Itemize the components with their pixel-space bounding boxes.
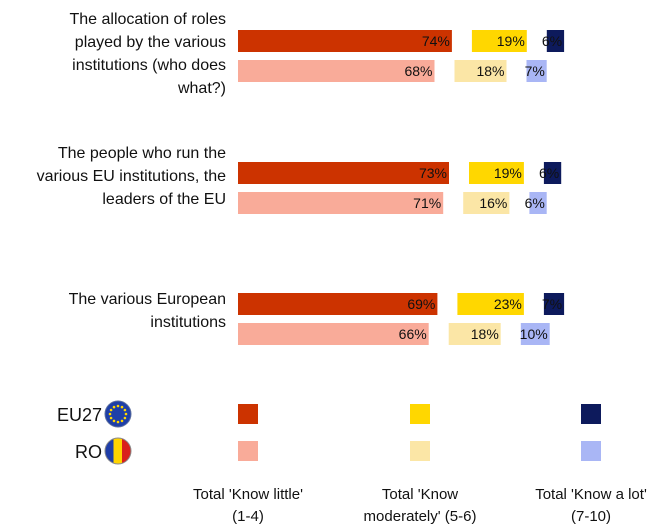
category-label: The allocation of roles played by the var… bbox=[69, 11, 226, 97]
bar-eu27-series-1 bbox=[238, 162, 449, 184]
bar-eu27-series-2 bbox=[469, 162, 524, 184]
legend-series-label: Total 'Know a lot' (7-10) bbox=[535, 486, 647, 525]
bar-eu27-series-3 bbox=[546, 30, 565, 52]
legend-series-label: Total 'Know little' (1-4) bbox=[193, 486, 303, 525]
eu-flag-icon bbox=[104, 400, 132, 428]
legend-swatch bbox=[238, 441, 258, 461]
bar-ro-series-3 bbox=[526, 60, 547, 82]
bar-eu27-series-3 bbox=[543, 293, 565, 315]
data-label: 19% bbox=[494, 165, 522, 181]
data-label: 7% bbox=[525, 63, 545, 79]
legend-group-label: EU27 bbox=[57, 405, 102, 425]
data-label: 73% bbox=[419, 165, 447, 181]
category-label: The various European institutions bbox=[69, 291, 226, 331]
data-label: 23% bbox=[494, 296, 522, 312]
data-label: 71% bbox=[413, 195, 441, 211]
bar-ro-series-3 bbox=[529, 192, 547, 214]
data-label: 6% bbox=[539, 165, 559, 181]
legend-swatch bbox=[410, 404, 430, 424]
bar-ro-series-2 bbox=[454, 60, 507, 82]
legend-swatch bbox=[581, 404, 601, 424]
legend-series-label: Total 'Know moderately' (5-6) bbox=[364, 486, 477, 525]
legend-swatch bbox=[238, 404, 258, 424]
category-label: The people who run the various EU institu… bbox=[37, 145, 227, 208]
bar-eu27-series-2 bbox=[457, 293, 524, 315]
data-label: 18% bbox=[476, 63, 504, 79]
legend-group-label: RO bbox=[75, 442, 102, 462]
bar-eu27-series-2 bbox=[471, 30, 527, 52]
data-label: 66% bbox=[399, 326, 427, 342]
data-label: 19% bbox=[497, 33, 525, 49]
data-label: 16% bbox=[479, 195, 507, 211]
data-label: 10% bbox=[520, 326, 548, 342]
data-label: 18% bbox=[471, 326, 499, 342]
data-label: 7% bbox=[542, 296, 562, 312]
romania-flag-icon bbox=[104, 437, 132, 465]
bar-ro-series-1 bbox=[238, 60, 435, 82]
data-label: 68% bbox=[404, 63, 432, 79]
bar-ro-series-1 bbox=[238, 323, 429, 345]
bar-eu27-series-1 bbox=[238, 293, 438, 315]
bar-eu27-series-3 bbox=[543, 162, 562, 184]
data-label: 69% bbox=[407, 296, 435, 312]
data-label: 6% bbox=[525, 195, 545, 211]
data-label: 74% bbox=[422, 33, 450, 49]
legend-swatch bbox=[410, 441, 430, 461]
bar-ro-series-2 bbox=[463, 192, 510, 214]
data-label: 6% bbox=[542, 33, 562, 49]
legend-swatch bbox=[581, 441, 601, 461]
bar-ro-series-2 bbox=[448, 323, 501, 345]
bar-ro-series-1 bbox=[238, 192, 444, 214]
bar-ro-series-3 bbox=[520, 323, 550, 345]
bar-eu27-series-1 bbox=[238, 30, 452, 52]
